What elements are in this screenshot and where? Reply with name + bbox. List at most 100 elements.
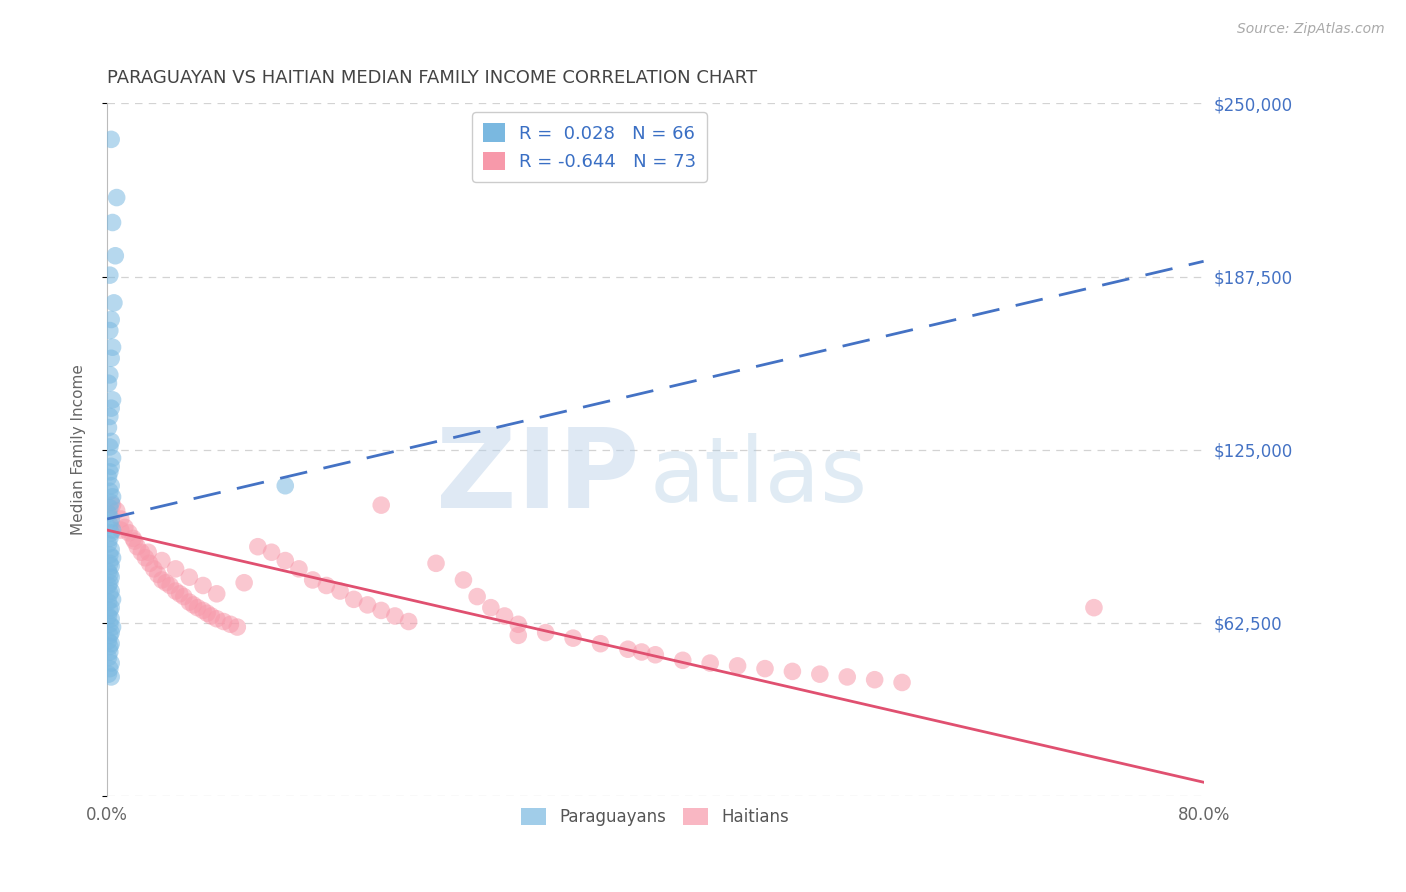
Point xyxy=(98,628,121,642)
Legend: Paraguayans, Haitians: Paraguayans, Haitians xyxy=(515,801,796,833)
Point xyxy=(97,420,120,434)
Point xyxy=(100,570,122,584)
Point xyxy=(727,658,749,673)
Point xyxy=(891,675,914,690)
Point xyxy=(274,479,297,493)
Point xyxy=(159,578,181,592)
Point xyxy=(98,484,121,499)
Point xyxy=(98,603,121,617)
Point xyxy=(191,603,214,617)
Point xyxy=(97,595,120,609)
Point xyxy=(98,324,121,338)
Text: ZIP: ZIP xyxy=(436,424,638,531)
Point xyxy=(100,479,122,493)
Point xyxy=(494,609,516,624)
Point xyxy=(98,662,121,676)
Point xyxy=(98,409,121,424)
Point xyxy=(384,609,406,624)
Point xyxy=(101,592,124,607)
Point xyxy=(100,559,122,574)
Point xyxy=(205,612,228,626)
Text: atlas: atlas xyxy=(650,434,868,522)
Point xyxy=(205,587,228,601)
Point xyxy=(508,628,530,642)
Point xyxy=(173,590,195,604)
Point xyxy=(101,498,124,512)
Point xyxy=(169,587,191,601)
Point xyxy=(98,517,121,532)
Point xyxy=(219,617,242,632)
Point xyxy=(200,609,222,624)
Point xyxy=(100,132,122,146)
Point xyxy=(301,573,323,587)
Point xyxy=(150,553,173,567)
Point xyxy=(122,532,145,546)
Point xyxy=(100,600,122,615)
Point xyxy=(97,578,120,592)
Point xyxy=(98,465,121,479)
Point xyxy=(100,512,122,526)
Point xyxy=(101,392,124,407)
Text: PARAGUAYAN VS HAITIAN MEDIAN FAMILY INCOME CORRELATION CHART: PARAGUAYAN VS HAITIAN MEDIAN FAMILY INCO… xyxy=(107,69,758,87)
Point xyxy=(146,567,169,582)
Point xyxy=(100,670,122,684)
Point xyxy=(110,512,132,526)
Point xyxy=(101,523,124,537)
Point xyxy=(100,542,122,557)
Point xyxy=(127,540,149,554)
Point xyxy=(465,590,488,604)
Point xyxy=(562,631,585,645)
Point xyxy=(100,401,122,416)
Y-axis label: Median Family Income: Median Family Income xyxy=(72,364,86,535)
Point xyxy=(398,615,420,629)
Point xyxy=(114,520,136,534)
Point xyxy=(97,507,120,521)
Point xyxy=(100,495,122,509)
Point xyxy=(343,592,366,607)
Point xyxy=(98,440,121,454)
Point xyxy=(100,312,122,326)
Point xyxy=(808,667,831,681)
Point xyxy=(97,634,120,648)
Point xyxy=(155,575,177,590)
Point xyxy=(110,523,132,537)
Point xyxy=(101,620,124,634)
Point xyxy=(837,670,859,684)
Point xyxy=(98,548,121,562)
Point xyxy=(179,570,201,584)
Point xyxy=(425,557,447,571)
Point xyxy=(479,600,502,615)
Point xyxy=(98,617,121,632)
Point xyxy=(98,500,121,515)
Point xyxy=(142,562,165,576)
Point xyxy=(191,578,214,592)
Point xyxy=(356,598,378,612)
Point xyxy=(97,650,120,665)
Point xyxy=(246,540,269,554)
Point xyxy=(97,376,120,391)
Point xyxy=(617,642,640,657)
Point xyxy=(118,525,141,540)
Point xyxy=(98,587,121,601)
Point xyxy=(98,532,121,546)
Point xyxy=(124,534,146,549)
Point xyxy=(100,625,122,640)
Point xyxy=(183,598,205,612)
Point xyxy=(534,625,557,640)
Point xyxy=(138,557,160,571)
Point xyxy=(782,665,804,679)
Point xyxy=(370,498,392,512)
Point xyxy=(101,340,124,354)
Point xyxy=(195,606,218,620)
Point xyxy=(179,595,201,609)
Point xyxy=(97,609,120,624)
Point xyxy=(100,525,122,540)
Point xyxy=(98,575,121,590)
Point xyxy=(754,662,776,676)
Point xyxy=(150,573,173,587)
Point xyxy=(101,450,124,465)
Point xyxy=(98,640,121,654)
Point xyxy=(630,645,652,659)
Point xyxy=(97,537,120,551)
Point xyxy=(100,351,122,366)
